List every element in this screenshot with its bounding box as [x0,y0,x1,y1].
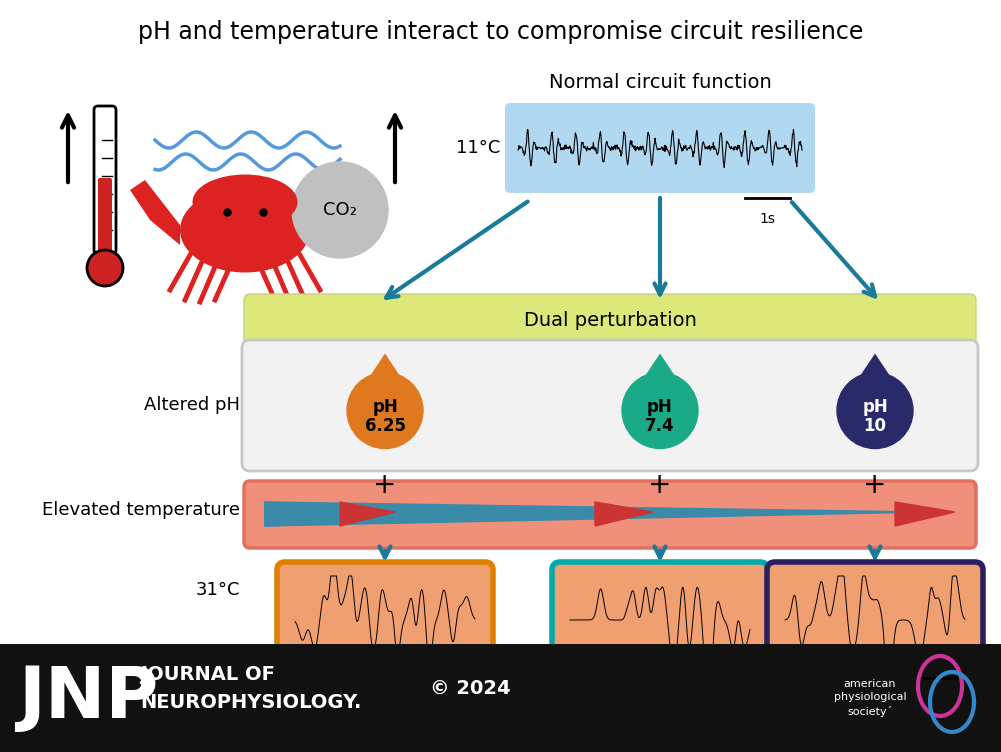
FancyBboxPatch shape [244,294,976,348]
Ellipse shape [180,187,310,272]
FancyBboxPatch shape [505,103,815,193]
Polygon shape [265,502,625,526]
Text: 31°C: 31°C [195,581,240,599]
Text: © 2024: © 2024 [430,678,511,698]
Polygon shape [265,502,370,526]
Text: +: + [373,471,396,499]
Bar [0,644,1001,752]
Text: pH
6.25: pH 6.25 [364,398,405,435]
Polygon shape [622,353,698,411]
Text: 11°C: 11°C [455,139,500,157]
Polygon shape [130,180,180,245]
FancyBboxPatch shape [767,562,983,678]
FancyBboxPatch shape [94,106,116,254]
Circle shape [347,372,423,448]
Text: Elevated temperature: Elevated temperature [42,501,240,519]
Polygon shape [837,353,913,411]
Text: 1s: 1s [962,680,978,694]
FancyBboxPatch shape [98,178,112,252]
Polygon shape [347,353,423,411]
Circle shape [622,372,698,448]
Text: Normal circuit function: Normal circuit function [549,72,772,92]
Text: pH
10: pH 10 [862,398,888,435]
Ellipse shape [192,174,297,229]
Polygon shape [310,180,360,245]
Circle shape [87,250,123,286]
Text: Altered pH: Altered pH [144,396,240,414]
Text: pH and temperature interact to compromise circuit resilience: pH and temperature interact to compromis… [138,20,863,44]
Text: 1s: 1s [759,212,775,226]
FancyBboxPatch shape [242,340,978,471]
Polygon shape [340,502,395,526]
Circle shape [292,162,388,258]
Text: Dual perturbation: Dual perturbation [524,311,697,330]
Polygon shape [265,502,925,526]
Text: JNP: JNP [18,663,158,732]
Polygon shape [895,502,955,526]
Text: +: + [649,471,672,499]
Polygon shape [595,502,653,526]
Text: JOURNAL OF: JOURNAL OF [140,665,275,684]
Text: Circuit ‘crash’: Circuit ‘crash’ [327,686,442,704]
FancyBboxPatch shape [552,562,768,678]
Text: american
physiological
society´: american physiological society´ [834,679,906,717]
Text: Normal circuit
function: Normal circuit function [602,686,719,728]
Circle shape [837,372,913,448]
FancyBboxPatch shape [277,562,493,678]
Text: Circuit ‘crash: Circuit ‘crash [821,686,930,704]
Text: +: + [863,471,887,499]
Text: CO₂: CO₂ [323,201,357,219]
Text: NEUROPHYSIOLOGY.: NEUROPHYSIOLOGY. [140,693,361,711]
Text: pH
7.4: pH 7.4 [646,398,675,435]
FancyBboxPatch shape [244,481,976,548]
